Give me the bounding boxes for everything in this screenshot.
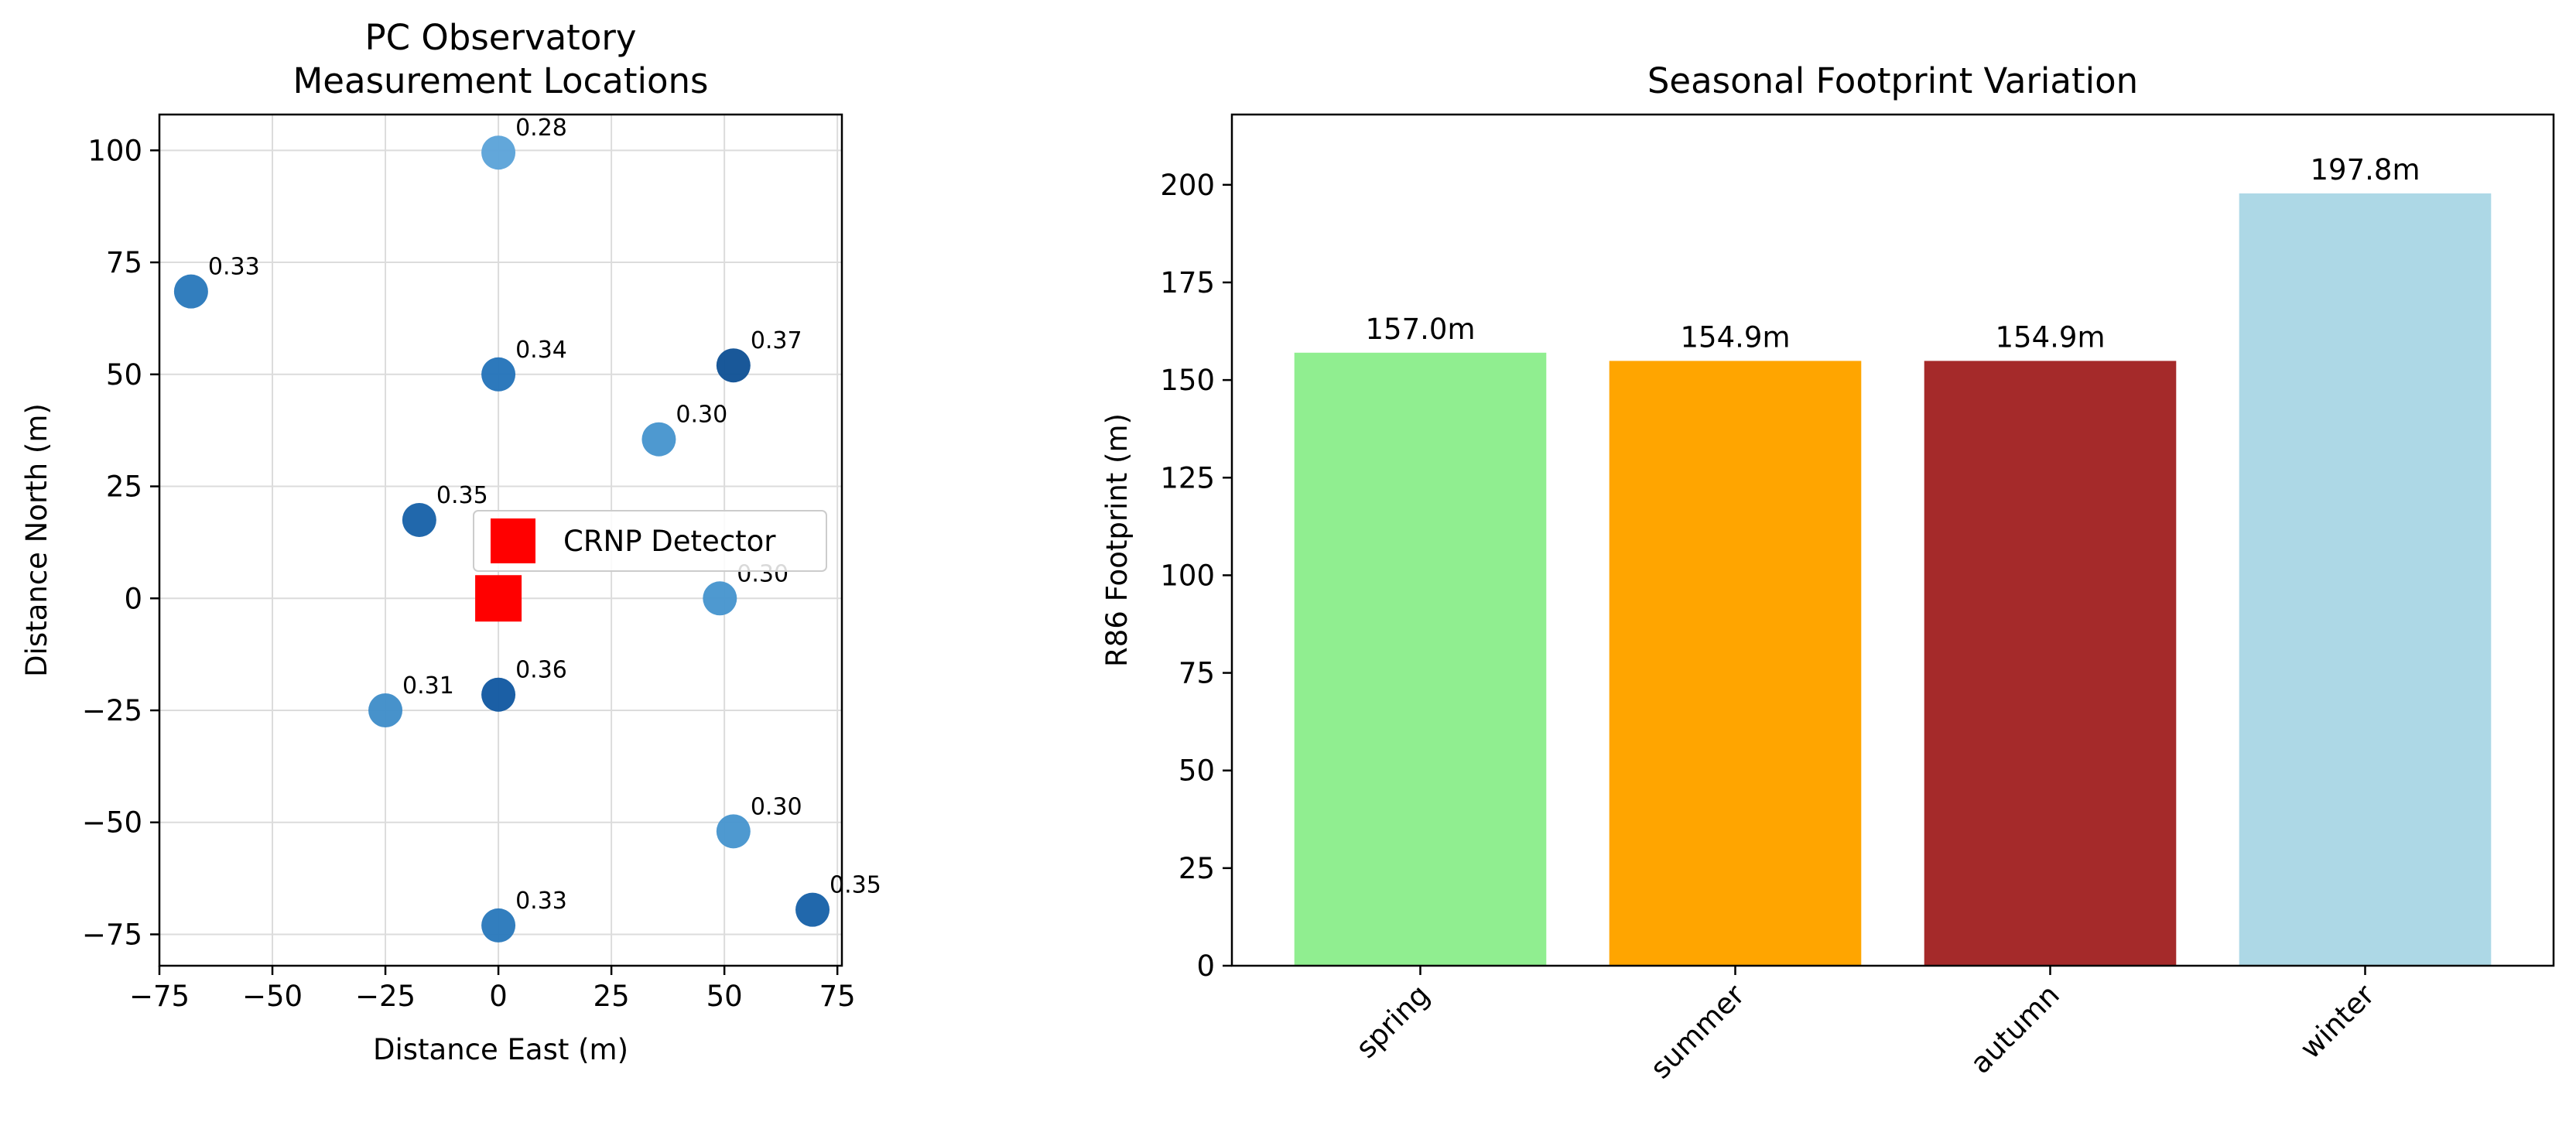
measurement-point [716,348,751,383]
scatter-title-line-1: PC Observatory [365,17,637,58]
measurement-point-label: 0.35 [830,872,881,899]
scatter-y-tick-label: 50 [106,358,142,392]
scatter-x-tick-label: −25 [355,980,416,1013]
bar-y-axis-label: R86 Footprint (m) [1100,413,1134,667]
measurement-point [481,135,516,170]
bar-value-label: 154.9m [1996,320,2106,354]
bar-y-tick-label: 100 [1160,559,1215,592]
measurement-point-label: 0.33 [208,254,260,281]
measurement-point-label: 0.34 [515,337,567,364]
measurement-point [402,502,436,537]
measurement-point [716,814,751,849]
measurement-point-label: 0.30 [676,402,727,429]
measurement-point-label: 0.37 [751,327,802,354]
bar-chart-title: Seasonal Footprint Variation [1647,60,2138,101]
bar-y-tick-label: 0 [1196,949,1215,983]
measurement-point [481,357,516,392]
scatter-x-tick-label: 50 [706,980,743,1013]
measurement-point [481,908,516,943]
bar-summer [1609,361,1862,966]
measurement-point [703,581,737,616]
measurement-point-label: 0.35 [436,482,488,509]
bar-y-tick-label: 75 [1179,657,1215,690]
scatter-y-tick-label: 100 [87,134,142,167]
measurement-point [481,677,516,712]
bar-value-label: 157.0m [1366,313,1476,346]
scatter-ticks: −75 −50 −25 0 25 50 75 −75 −50 −25 0 25 50 75 100 [82,134,856,1013]
measurement-point-label: 0.36 [515,657,567,684]
scatter-y-axis-label: Distance North (m) [20,403,53,677]
bar-autumn [1924,361,2177,966]
bar-value-label: 154.9m [1681,320,1791,354]
bar-plot-frame [1230,113,2555,967]
scatter-y-tick-label: −25 [82,694,142,727]
scatter-x-tick-label: 0 [489,980,508,1013]
measurement-point-label: 0.30 [751,793,802,820]
bar-spring [1294,352,1547,966]
scatter-detector [475,575,522,622]
bar-value-label: 197.8m [2311,153,2420,186]
legend-label: CRNP Detector [563,525,776,558]
scatter-y-tick-label: 75 [106,246,142,279]
scatter-y-tick-label: −75 [82,918,142,951]
scatter-points: 0.280.330.34 0.370.300.350.300.360.310.30… [173,115,881,943]
measurement-point-label: 0.33 [515,888,567,915]
scatter-x-tick-label: 75 [819,980,856,1013]
scatter-y-tick-label: 25 [106,470,142,504]
scatter-chart: PC Observatory Measurement Locations −75… [20,17,881,1066]
measurement-point [173,274,208,309]
measurement-point [368,693,403,727]
bar-y-tick-label: 50 [1179,754,1215,788]
bar-y-tick-label: 150 [1160,364,1215,397]
bar-winter [2239,193,2492,966]
scatter-x-tick-label: 25 [594,980,630,1013]
scatter-title-line-2: Measurement Locations [292,60,708,101]
measurement-point-label: 0.28 [515,115,567,142]
scatter-x-axis-label: Distance East (m) [373,1033,628,1066]
scatter-legend: CRNP Detector [473,510,827,572]
bar-y-tick-label: 25 [1179,852,1215,885]
scatter-y-tick-label: −50 [82,806,142,840]
bar-y-tick-label: 175 [1160,266,1215,299]
crnp-detector-marker [475,575,522,622]
scatter-x-tick-label: −50 [242,980,303,1013]
scatter-plot-frame [158,113,843,967]
bar-y-tick-label: 125 [1160,461,1215,494]
scatter-x-tick-label: −75 [129,980,190,1013]
measurement-point-label: 0.31 [402,672,454,700]
measurement-point [641,422,676,457]
measurement-point [795,892,830,927]
scatter-y-tick-label: 0 [124,582,142,615]
bar-y-tick-label: 200 [1160,169,1215,202]
bar-bars: 157.0m 154.9m 154.9m 197.8m [1294,153,2492,966]
legend-swatch [491,518,535,563]
legend-box [473,510,827,572]
